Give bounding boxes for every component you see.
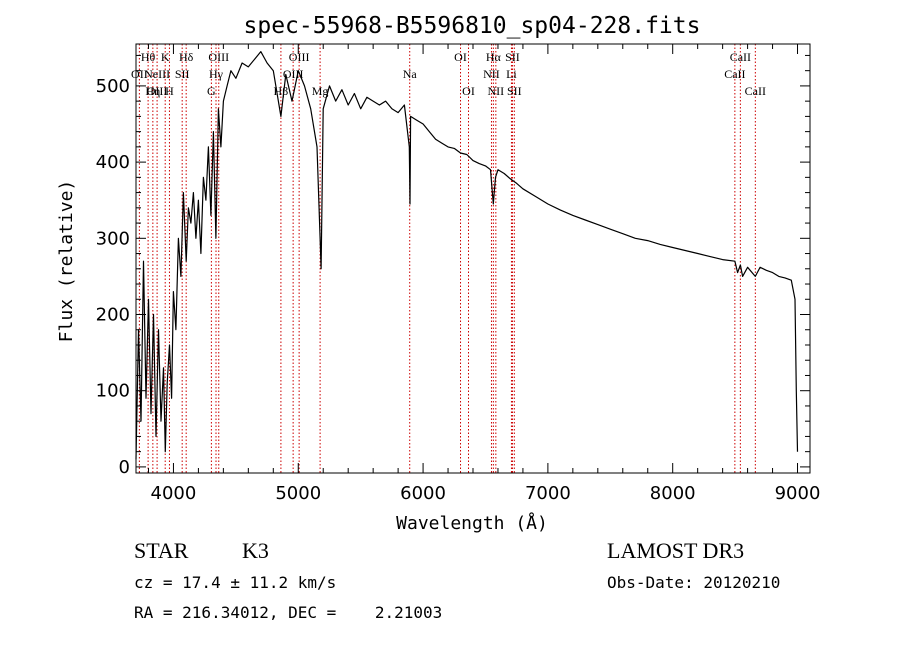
marker-label-23-0: SII: [507, 84, 522, 98]
x-tick-label-0: 4000: [151, 483, 197, 504]
marker-label-12-0: OIII: [283, 67, 304, 81]
marker-label-22-0: SII: [505, 50, 520, 64]
y-tick-label-5: 500: [96, 76, 130, 97]
marker-label-1-0: OII: [131, 67, 148, 81]
redshift-velocity: cz = 17.4 ± 11.2 km/s: [134, 573, 337, 592]
marker-label-19-0: Hα: [486, 50, 502, 64]
marker-label-18-0: NII: [483, 67, 500, 81]
x-axis-label: Wavelength (Å): [396, 512, 548, 534]
y-axis-label: Flux (relative): [56, 180, 77, 343]
marker-label-3-0: NeIII: [144, 67, 170, 81]
marker-label-21-0: Li: [506, 67, 517, 81]
x-tick-label-2: 6000: [400, 483, 446, 504]
marker-label-15-0: Na: [403, 67, 418, 81]
marker-label-0-0: Hθ: [141, 50, 156, 64]
y-tick-label-2: 200: [96, 305, 130, 326]
x-tick-label-5: 9000: [775, 483, 821, 504]
marker-label-11-0: Hβ: [274, 84, 289, 98]
marker-label-26-0: CaII: [745, 84, 766, 98]
marker-label-8-0: G: [207, 84, 216, 98]
x-axis: 4000 5000 6000 7000 8000 9000: [147, 44, 821, 504]
series-group: [135, 50, 799, 460]
marker-label-4-0: K: [161, 50, 170, 64]
emission-line-markers: [138, 44, 756, 473]
marker-label-17-0: OI: [462, 84, 475, 98]
series-line-0: [135, 50, 799, 460]
marker-label-3-1: OIII: [147, 84, 168, 98]
marker-label-2-0: Hη: [145, 84, 160, 98]
marker-label-25-0: CaII: [730, 50, 751, 64]
marker-label-16-0: OI: [454, 50, 467, 64]
y-tick-label-0: 0: [119, 457, 130, 478]
marker-label-20-0: NII: [488, 84, 505, 98]
marker-label-5-0: H: [165, 84, 174, 98]
y-tick-label-4: 400: [96, 152, 130, 173]
marker-label-10-0: OIII: [208, 50, 229, 64]
marker-label-14-0: Mg: [312, 84, 329, 98]
y-tick-label-3: 300: [96, 228, 130, 249]
coordinates: RA = 216.34012, DEC = 2.21003: [134, 603, 443, 622]
x-tick-label-3: 7000: [525, 483, 571, 504]
y-tick-label-1: 100: [96, 381, 130, 402]
object-subclass: K3: [242, 538, 269, 563]
marker-label-6-0: SII: [175, 67, 190, 81]
object-class: STAR: [134, 538, 189, 563]
x-tick-label-1: 5000: [275, 483, 321, 504]
y-axis: 0 100 200 300 400 500: [96, 54, 810, 478]
observation-date: Obs-Date: 20120210: [607, 573, 781, 592]
survey-name: LAMOST DR3: [607, 538, 745, 563]
chart-title: spec-55968-B5596810_sp04-228.fits: [244, 13, 701, 39]
x-tick-label-4: 8000: [650, 483, 696, 504]
marker-label-7-0: Hδ: [179, 50, 194, 64]
marker-label-13-0: OIII: [289, 50, 310, 64]
plot-frame: [135, 43, 811, 474]
marker-label-9-0: Hγ: [209, 67, 224, 81]
marker-label-24-0: CaII: [724, 67, 745, 81]
emission-line-labels: HθOIIHηNeIIIOIIIKHSIIHδGHγOIIIHβOIIIOIII…: [131, 50, 766, 98]
